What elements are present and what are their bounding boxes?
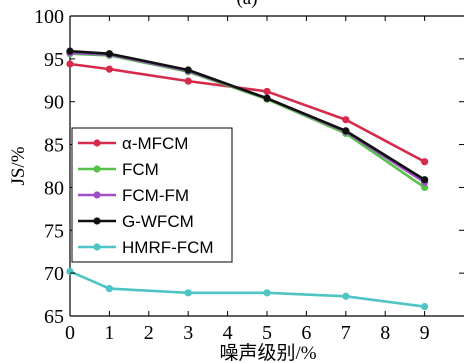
data-point [342, 127, 350, 135]
legend-entry: FCM [122, 160, 159, 179]
legend-entry: G-WFCM [122, 212, 194, 231]
x-tick-label: 3 [183, 322, 193, 344]
x-tick-label: 7 [341, 322, 351, 344]
chart-title: (a) [236, 0, 257, 9]
x-tick-label: 2 [144, 322, 154, 344]
x-axis-label: 噪声级别/% [219, 342, 316, 363]
x-tick-label: 5 [262, 322, 272, 344]
data-point [263, 94, 271, 102]
data-point [263, 87, 271, 96]
y-tick-label: 65 [44, 306, 64, 328]
data-point [421, 183, 429, 192]
legend-marker [93, 243, 101, 251]
data-point [105, 65, 113, 73]
x-tick-label: 8 [380, 322, 390, 344]
y-tick-label: 95 [44, 49, 64, 71]
legend-entry: HMRF-FCM [122, 238, 214, 257]
legend-entry: α-MFCM [122, 134, 188, 153]
series-line [69, 270, 425, 308]
x-tick-label: 4 [223, 322, 233, 344]
ticks-layer: 65 70 75 80 85 90 95 100 0 1 2 3 4 5 6 7 8 9 [34, 6, 464, 344]
y-tick-label: 70 [44, 263, 64, 285]
data-point [184, 77, 192, 85]
series-line [69, 49, 426, 181]
y-tick-label: 90 [44, 92, 64, 114]
data-point [263, 289, 271, 297]
data-point [421, 158, 429, 166]
data-point [184, 66, 192, 74]
legend-marker [93, 165, 101, 173]
data-point [66, 47, 74, 55]
x-tick-label: 1 [104, 322, 114, 344]
data-point [66, 60, 74, 68]
data-point [105, 50, 113, 58]
y-axis-label: JS/% [8, 146, 29, 185]
legend-marker [93, 217, 101, 225]
legend-entry: FCM-FM [122, 186, 189, 205]
y-tick-label: 100 [34, 6, 64, 28]
y-tick-label: 80 [44, 177, 64, 199]
x-tick-label: 0 [65, 322, 75, 344]
legend: α-MFCM FCM FCM-FM G-WFCM HMRF-FCM [71, 127, 233, 263]
data-point [421, 176, 429, 184]
y-tick-label: 75 [44, 220, 64, 242]
y-tick-label: 85 [44, 135, 64, 157]
data-point [184, 289, 192, 297]
data-point [342, 292, 350, 300]
legend-marker [93, 191, 101, 199]
series-layer [66, 47, 429, 311]
data-point [421, 302, 429, 311]
data-point [66, 267, 74, 276]
legend-marker [93, 139, 101, 147]
x-tick-label: 9 [420, 322, 430, 344]
data-point [342, 116, 350, 124]
x-tick-label: 6 [301, 322, 311, 344]
data-point [105, 284, 113, 293]
